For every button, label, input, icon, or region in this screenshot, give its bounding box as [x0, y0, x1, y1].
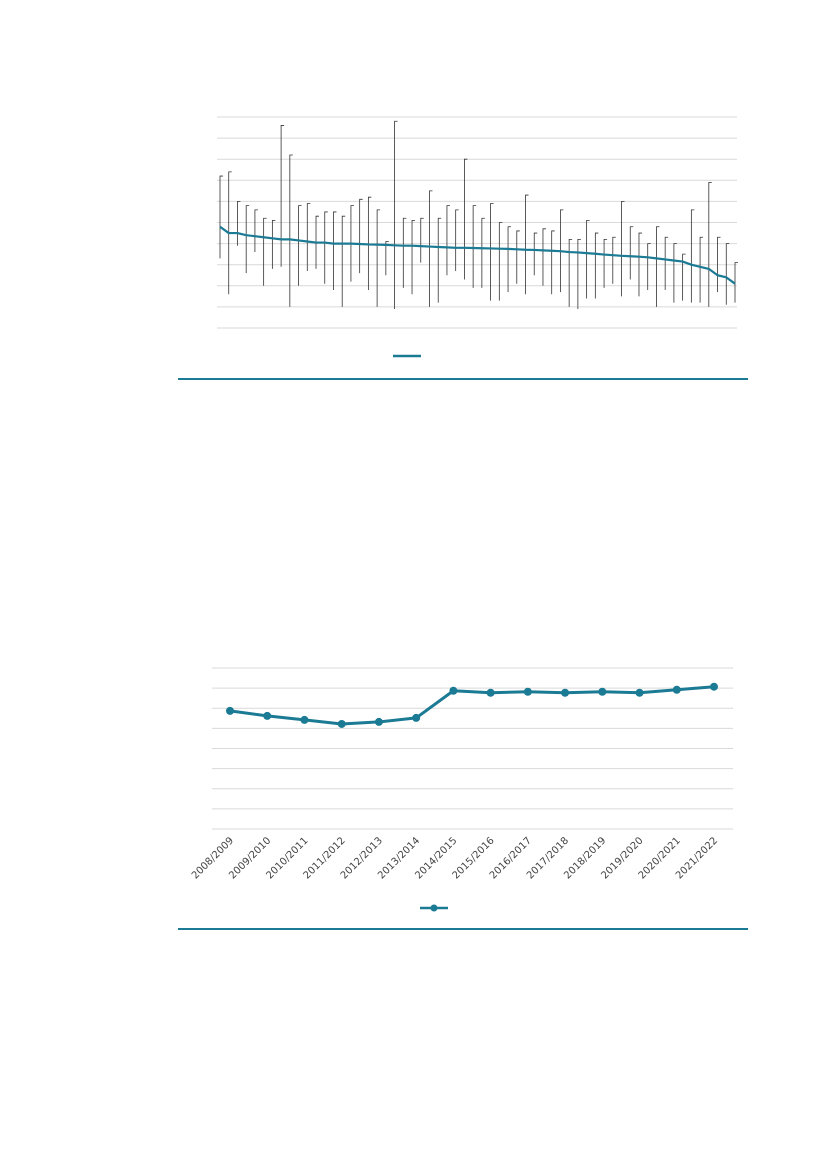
error-bar	[333, 211, 337, 291]
error-bar	[455, 209, 459, 272]
error-bar	[472, 205, 477, 288]
error-bar	[717, 236, 721, 293]
error-bar	[568, 238, 573, 307]
marker	[412, 713, 421, 722]
error-bar	[708, 182, 712, 307]
line	[229, 685, 715, 726]
error-bar	[490, 203, 494, 301]
error-bar	[638, 232, 642, 297]
error-bar	[350, 205, 354, 282]
marker	[598, 687, 607, 696]
error-bar	[699, 236, 704, 303]
marker	[635, 688, 644, 697]
error-bar	[525, 194, 529, 295]
error-bar	[612, 236, 616, 284]
error-bar	[551, 230, 555, 295]
error-bar	[603, 238, 608, 288]
error-bar	[228, 171, 232, 295]
error-bar	[298, 205, 302, 286]
line	[219, 225, 736, 285]
error-bar	[586, 219, 590, 299]
error-bar	[420, 217, 424, 263]
error-bar	[725, 243, 730, 305]
error-bar	[394, 120, 398, 310]
error-bar	[385, 241, 389, 276]
error-bar	[542, 228, 546, 286]
error-bar	[647, 243, 651, 291]
error-bar	[594, 232, 599, 299]
error-bar	[481, 217, 485, 288]
marker	[226, 706, 234, 715]
marker	[337, 719, 346, 728]
marker	[300, 715, 309, 724]
error-bar	[690, 209, 695, 303]
error-bar	[507, 226, 512, 293]
legend-marker	[430, 904, 438, 912]
error-bar	[341, 215, 346, 307]
error-bar	[376, 209, 381, 307]
error-bar	[682, 253, 686, 301]
error-bar	[498, 222, 503, 301]
error-bar	[411, 219, 416, 295]
error-bar	[437, 217, 442, 303]
error-bar	[254, 209, 258, 253]
marker	[263, 711, 272, 720]
error-bar	[429, 190, 433, 307]
error-bar	[464, 158, 468, 280]
error-bar	[315, 215, 320, 269]
error-bar	[664, 236, 669, 291]
error-bar	[734, 262, 738, 303]
error-bar	[516, 230, 520, 284]
marker	[486, 688, 495, 697]
error-bar	[446, 205, 450, 276]
error-bar	[402, 217, 407, 288]
error-bar	[263, 217, 267, 286]
error-bar	[359, 198, 363, 274]
marker	[561, 688, 570, 697]
error-bar	[280, 125, 285, 267]
error-bar	[271, 219, 276, 269]
error-bar	[289, 154, 293, 307]
error-bar	[673, 243, 677, 303]
error-bar	[560, 209, 564, 293]
error-bar	[306, 203, 311, 272]
marker	[672, 685, 681, 694]
error-bar	[577, 238, 581, 310]
error-bar	[367, 196, 372, 291]
marker	[449, 686, 458, 695]
marker	[710, 682, 718, 691]
error-bar	[656, 226, 660, 307]
error-bar	[245, 205, 250, 274]
error-bar	[219, 175, 223, 259]
error-bar	[237, 201, 241, 246]
error-bar	[324, 211, 328, 284]
error-bar	[533, 232, 538, 276]
error-bar	[621, 201, 625, 297]
marker	[374, 717, 383, 726]
error-bar	[629, 226, 634, 280]
marker	[523, 687, 532, 696]
